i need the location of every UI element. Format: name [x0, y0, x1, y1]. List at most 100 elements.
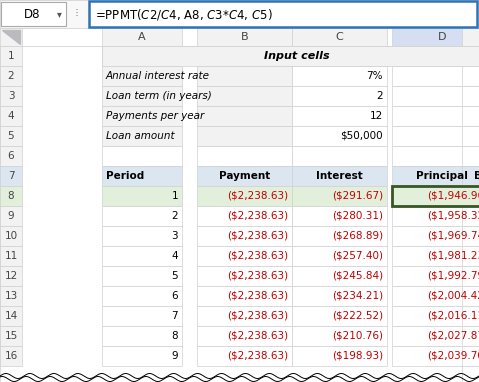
Text: Payment: Payment — [219, 171, 270, 181]
Bar — [462, 226, 479, 246]
Bar — [197, 226, 292, 246]
Text: 14: 14 — [4, 311, 18, 321]
Bar — [392, 66, 479, 86]
Text: Balance: Balance — [474, 171, 479, 181]
Bar — [462, 346, 479, 366]
Bar — [292, 28, 387, 46]
Text: 4: 4 — [8, 111, 14, 121]
Bar — [197, 326, 292, 346]
Text: ($2,238.63): ($2,238.63) — [227, 291, 288, 301]
Bar — [102, 86, 182, 106]
Bar — [392, 226, 479, 246]
Text: 2: 2 — [171, 211, 178, 221]
Bar — [292, 46, 387, 66]
Bar — [462, 126, 479, 146]
Bar — [0, 66, 22, 86]
Bar — [102, 186, 182, 206]
Text: 2: 2 — [8, 71, 14, 81]
Bar — [0, 186, 22, 206]
Text: ($2,238.63): ($2,238.63) — [227, 271, 288, 281]
Text: ($2,238.63): ($2,238.63) — [227, 211, 288, 221]
Bar — [292, 226, 387, 246]
Bar — [0, 46, 462, 382]
Bar — [392, 306, 479, 326]
Text: ($2,016.11): ($2,016.11) — [427, 311, 479, 321]
Bar — [0, 126, 22, 146]
Bar — [102, 286, 182, 306]
Text: ($1,958.32): ($1,958.32) — [427, 211, 479, 221]
Text: 16: 16 — [4, 351, 18, 361]
Text: Loan term (in years): Loan term (in years) — [106, 91, 212, 101]
Bar — [462, 246, 479, 266]
Text: 15: 15 — [4, 331, 18, 341]
Text: 5: 5 — [8, 131, 14, 141]
Bar — [197, 286, 292, 306]
Text: ($234.21): ($234.21) — [332, 291, 383, 301]
Text: ($1,946.96): ($1,946.96) — [427, 191, 479, 201]
Bar — [292, 206, 387, 226]
Bar — [197, 246, 292, 266]
Bar — [102, 106, 182, 126]
Bar — [0, 346, 22, 366]
Bar — [462, 86, 479, 106]
Bar — [197, 306, 292, 326]
Bar — [392, 106, 479, 126]
Text: ($2,238.63): ($2,238.63) — [227, 351, 288, 361]
Bar — [392, 186, 479, 206]
Bar — [197, 66, 292, 86]
Bar — [102, 346, 182, 366]
Text: ($1,946.96): ($1,946.96) — [427, 191, 479, 201]
Bar — [462, 266, 479, 286]
Bar — [392, 146, 479, 166]
Bar — [392, 166, 479, 186]
Bar — [462, 106, 479, 126]
Bar — [392, 46, 479, 66]
Text: 2: 2 — [376, 91, 383, 101]
Text: ($2,238.63): ($2,238.63) — [227, 251, 288, 261]
Bar — [392, 28, 479, 46]
Bar — [102, 28, 182, 46]
Text: 8: 8 — [8, 191, 14, 201]
Text: ($1,969.74): ($1,969.74) — [427, 231, 479, 241]
Text: 5: 5 — [171, 271, 178, 281]
Bar — [0, 286, 22, 306]
Text: 1: 1 — [8, 51, 14, 61]
Text: 8: 8 — [171, 331, 178, 341]
Text: D: D — [438, 32, 446, 42]
Text: ($280.31): ($280.31) — [332, 211, 383, 221]
Bar — [392, 126, 479, 146]
Bar — [102, 66, 182, 86]
Bar — [102, 226, 182, 246]
Bar — [0, 166, 22, 186]
Text: 9: 9 — [8, 211, 14, 221]
Bar — [292, 106, 387, 126]
Bar — [292, 286, 387, 306]
Text: Payments per year: Payments per year — [106, 111, 204, 121]
Text: 7%: 7% — [366, 71, 383, 81]
Text: ($2,238.63): ($2,238.63) — [227, 231, 288, 241]
Bar — [0, 86, 22, 106]
Bar — [102, 46, 479, 66]
Text: ($2,238.63): ($2,238.63) — [227, 311, 288, 321]
Text: ($2,039.70): ($2,039.70) — [427, 351, 479, 361]
Text: ($210.76): ($210.76) — [332, 331, 383, 341]
Text: ($268.89): ($268.89) — [332, 231, 383, 241]
Text: A: A — [138, 32, 146, 42]
Bar — [392, 206, 479, 226]
Bar — [462, 306, 479, 326]
Bar — [102, 126, 182, 146]
Text: ⁝: ⁝ — [75, 8, 79, 21]
Text: 12: 12 — [4, 271, 18, 281]
Bar — [0, 0, 479, 28]
Text: 10: 10 — [4, 231, 18, 241]
Bar — [392, 186, 479, 206]
Text: 11: 11 — [4, 251, 18, 261]
Bar — [102, 326, 182, 346]
Bar — [292, 306, 387, 326]
Bar — [197, 28, 292, 46]
Text: B: B — [240, 32, 248, 42]
Bar — [462, 28, 479, 46]
Bar — [292, 266, 387, 286]
Text: Input cells: Input cells — [264, 51, 330, 61]
Bar — [292, 246, 387, 266]
